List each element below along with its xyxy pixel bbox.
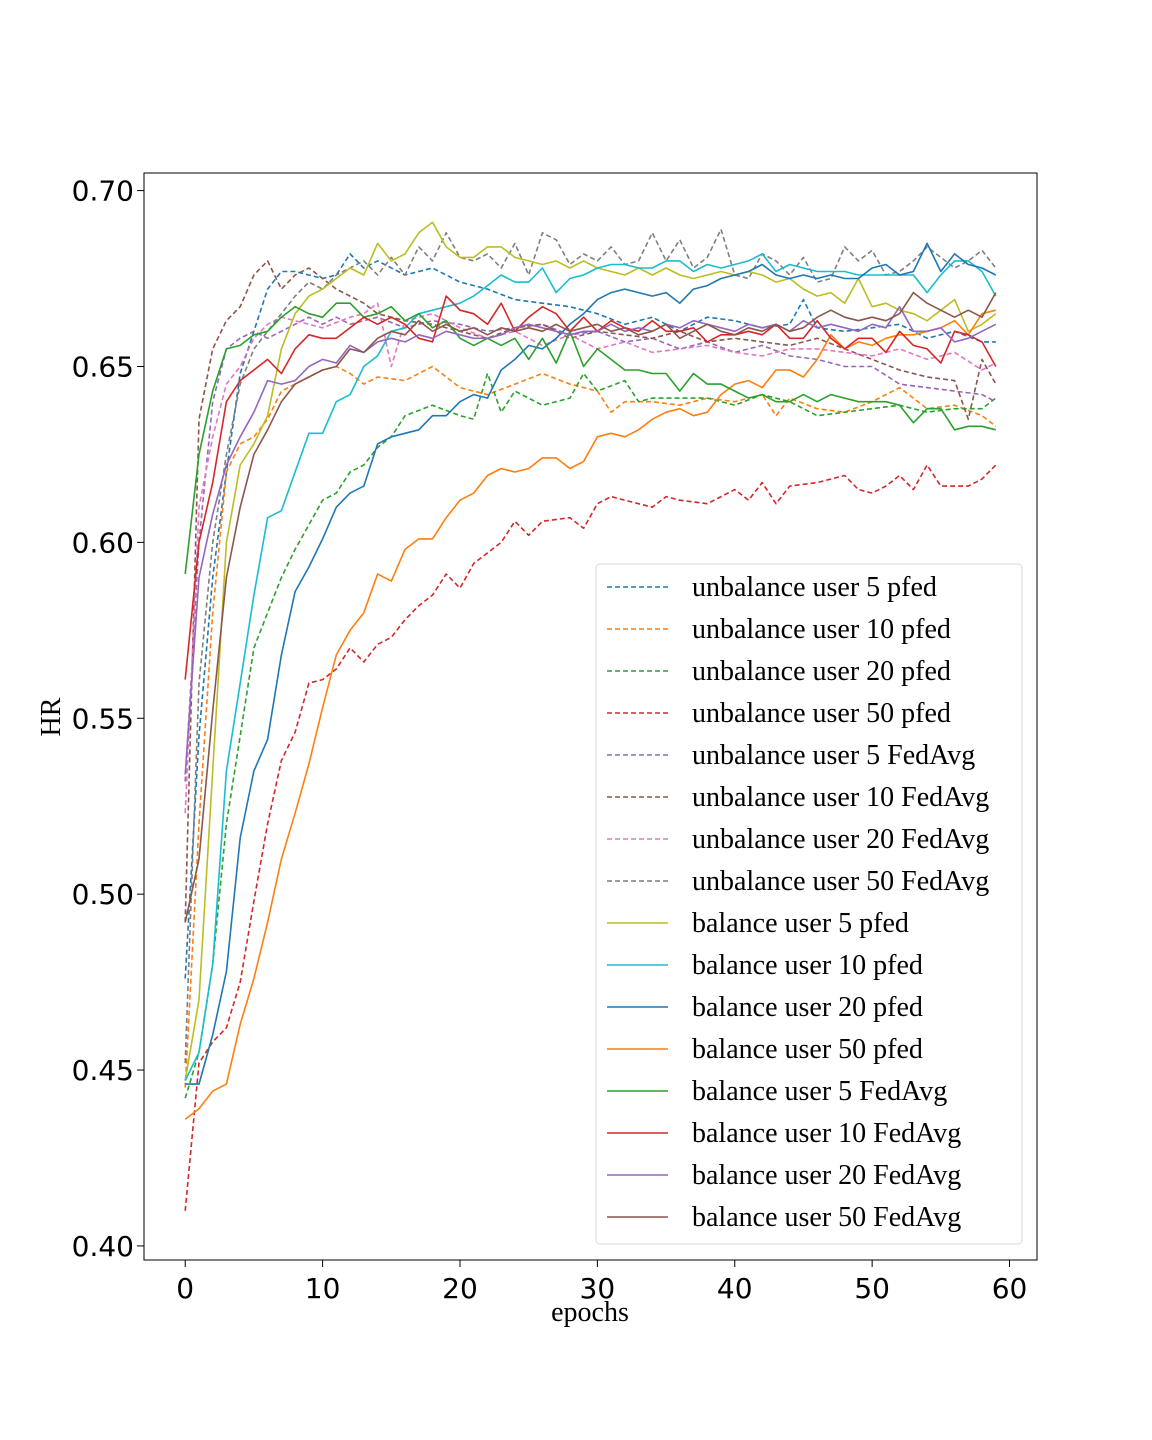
y-tick-label: 0.55 bbox=[72, 702, 134, 735]
x-axis-ticks: 0 10 20 30 40 50 60 bbox=[176, 1260, 1027, 1305]
series-line-3 bbox=[184, 372, 997, 1099]
y-tick-label: 0.50 bbox=[72, 878, 134, 911]
x-tick-label: 20 bbox=[442, 1272, 478, 1305]
legend-label: unbalance user 5 pfed bbox=[692, 572, 937, 603]
series-line-10 bbox=[184, 253, 997, 1081]
legend: unbalance user 5 pfed unbalance user 10 p… bbox=[595, 563, 1023, 1245]
legend-label: unbalance user 50 FedAvg bbox=[692, 866, 989, 897]
x-tick-label: 30 bbox=[580, 1272, 616, 1305]
legend-box bbox=[595, 563, 1023, 1245]
series-line-9 bbox=[184, 221, 997, 1081]
legend-label: balance user 5 pfed bbox=[692, 908, 909, 939]
series-layer bbox=[184, 221, 997, 1211]
series-line-4 bbox=[184, 464, 997, 1211]
series-line-7 bbox=[184, 302, 997, 814]
x-tick-label: 60 bbox=[992, 1272, 1028, 1305]
legend-label: balance user 10 pfed bbox=[692, 950, 923, 981]
series-line-16 bbox=[184, 291, 997, 923]
series-line-12 bbox=[184, 309, 996, 1120]
legend-label: unbalance user 5 FedAvg bbox=[692, 740, 975, 771]
legend-label: balance user 20 FedAvg bbox=[692, 1160, 961, 1191]
legend-label: balance user 5 FedAvg bbox=[692, 1076, 947, 1107]
series-line-13 bbox=[184, 302, 996, 575]
legend-label: balance user 50 pfed bbox=[692, 1034, 923, 1065]
legend-label: unbalance user 20 pfed bbox=[692, 656, 951, 687]
x-tick-label: 0 bbox=[176, 1272, 194, 1305]
legend-label: unbalance user 20 FedAvg bbox=[692, 824, 989, 855]
legend-label: unbalance user 50 pfed bbox=[692, 698, 951, 729]
plot-frame bbox=[143, 172, 1038, 1261]
legend-label: unbalance user 10 pfed bbox=[692, 614, 951, 645]
y-tick-label: 0.45 bbox=[72, 1054, 134, 1087]
x-tick-label: 50 bbox=[854, 1272, 890, 1305]
legend-label: unbalance user 10 FedAvg bbox=[692, 782, 989, 813]
series-line-8 bbox=[184, 228, 997, 1064]
y-tick-label: 0.70 bbox=[72, 175, 134, 208]
y-axis-label: HR bbox=[36, 697, 67, 736]
y-tick-label: 0.60 bbox=[72, 526, 134, 559]
series-line-1 bbox=[184, 253, 996, 979]
series-line-15 bbox=[184, 305, 997, 775]
series-line-11 bbox=[185, 242, 997, 1085]
x-tick-label: 10 bbox=[305, 1272, 341, 1305]
x-axis-label: epochs bbox=[551, 1297, 629, 1328]
legend-label: balance user 20 pfed bbox=[692, 992, 923, 1023]
y-axis-ticks: 0.40 0.45 0.50 0.55 0.60 0.65 0.70 bbox=[72, 175, 144, 1263]
y-tick-label: 0.65 bbox=[72, 350, 134, 383]
series-line-14 bbox=[184, 295, 997, 680]
x-tick-label: 40 bbox=[717, 1272, 753, 1305]
series-line-2 bbox=[184, 365, 997, 1088]
legend-label: balance user 50 FedAvg bbox=[692, 1202, 961, 1233]
y-tick-label: 0.40 bbox=[72, 1230, 134, 1263]
legend-label: balance user 10 FedAvg bbox=[692, 1118, 961, 1149]
